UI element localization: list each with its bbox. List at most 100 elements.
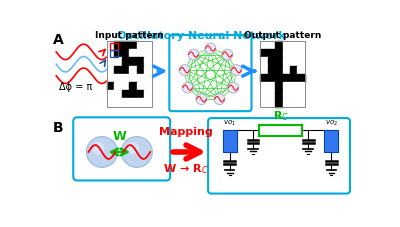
Bar	[122, 66, 129, 74]
Bar	[298, 49, 305, 57]
Bar	[282, 66, 290, 74]
FancyBboxPatch shape	[208, 118, 350, 194]
Text: R$_C$: R$_C$	[272, 110, 288, 123]
Circle shape	[188, 49, 199, 60]
Bar	[106, 41, 114, 49]
Circle shape	[92, 142, 104, 154]
Bar	[122, 82, 129, 90]
Bar	[114, 66, 122, 74]
Bar	[260, 41, 305, 106]
Text: W: W	[112, 130, 126, 143]
Bar	[144, 66, 152, 74]
Bar	[129, 57, 136, 66]
Bar	[324, 131, 338, 152]
Bar	[144, 49, 152, 57]
Bar	[275, 66, 282, 74]
Circle shape	[182, 82, 193, 93]
Bar	[275, 90, 282, 98]
Bar	[260, 66, 268, 74]
Bar	[122, 41, 129, 49]
Bar	[268, 66, 275, 74]
Bar	[275, 98, 282, 106]
Bar	[106, 66, 114, 74]
Circle shape	[228, 82, 239, 93]
Bar	[260, 41, 268, 49]
Bar	[260, 98, 268, 106]
Bar	[136, 41, 144, 49]
Bar	[282, 74, 290, 82]
Bar	[106, 90, 114, 98]
Bar	[122, 98, 129, 106]
Bar	[290, 74, 298, 82]
Bar	[129, 74, 136, 82]
Bar	[129, 41, 136, 49]
Bar	[282, 82, 290, 90]
Circle shape	[231, 65, 242, 75]
Bar	[129, 98, 136, 106]
Bar	[136, 82, 144, 90]
Bar	[290, 98, 298, 106]
Bar	[290, 57, 298, 66]
Text: B: B	[53, 121, 64, 135]
Bar	[282, 98, 290, 106]
Bar	[129, 90, 136, 98]
Bar	[144, 98, 152, 106]
FancyBboxPatch shape	[169, 35, 252, 111]
Bar	[282, 41, 290, 49]
Bar	[290, 82, 298, 90]
Bar	[136, 90, 144, 98]
Bar	[114, 41, 122, 49]
Bar	[275, 57, 282, 66]
Bar	[259, 125, 302, 136]
Bar	[290, 90, 298, 98]
Bar	[298, 57, 305, 66]
Bar	[114, 98, 122, 106]
Bar	[144, 41, 152, 49]
Bar	[114, 74, 122, 82]
Bar	[268, 74, 275, 82]
Bar	[275, 82, 282, 90]
Bar	[290, 66, 298, 74]
Bar	[122, 57, 129, 66]
Bar	[290, 41, 298, 49]
Circle shape	[121, 137, 152, 167]
Circle shape	[127, 142, 139, 154]
Bar	[129, 82, 136, 90]
Bar	[114, 90, 122, 98]
Bar	[260, 49, 268, 57]
Bar	[106, 41, 152, 106]
Bar	[106, 98, 114, 106]
Bar	[282, 90, 290, 98]
Bar	[144, 74, 152, 82]
Bar	[114, 49, 122, 57]
Bar	[298, 82, 305, 90]
Bar	[260, 57, 268, 66]
Circle shape	[179, 65, 190, 75]
Bar	[122, 49, 129, 57]
Text: Δϕ = π: Δϕ = π	[59, 82, 93, 92]
Circle shape	[196, 94, 207, 105]
Bar	[136, 98, 144, 106]
Bar	[106, 74, 114, 82]
Bar	[114, 57, 122, 66]
Bar	[110, 43, 118, 50]
Bar	[282, 57, 290, 66]
Bar	[260, 74, 268, 82]
Bar	[282, 49, 290, 57]
Bar	[275, 49, 282, 57]
Bar	[298, 90, 305, 98]
Text: $vo_2$: $vo_2$	[325, 119, 338, 128]
Bar	[260, 90, 268, 98]
Bar	[110, 50, 118, 57]
Text: A: A	[53, 33, 64, 47]
Bar	[114, 82, 122, 90]
Bar	[106, 49, 114, 57]
Circle shape	[214, 94, 225, 105]
Bar	[275, 74, 282, 82]
Bar	[268, 57, 275, 66]
Bar	[136, 49, 144, 57]
Bar	[144, 90, 152, 98]
Bar	[298, 98, 305, 106]
Bar	[298, 41, 305, 49]
Bar	[129, 49, 136, 57]
